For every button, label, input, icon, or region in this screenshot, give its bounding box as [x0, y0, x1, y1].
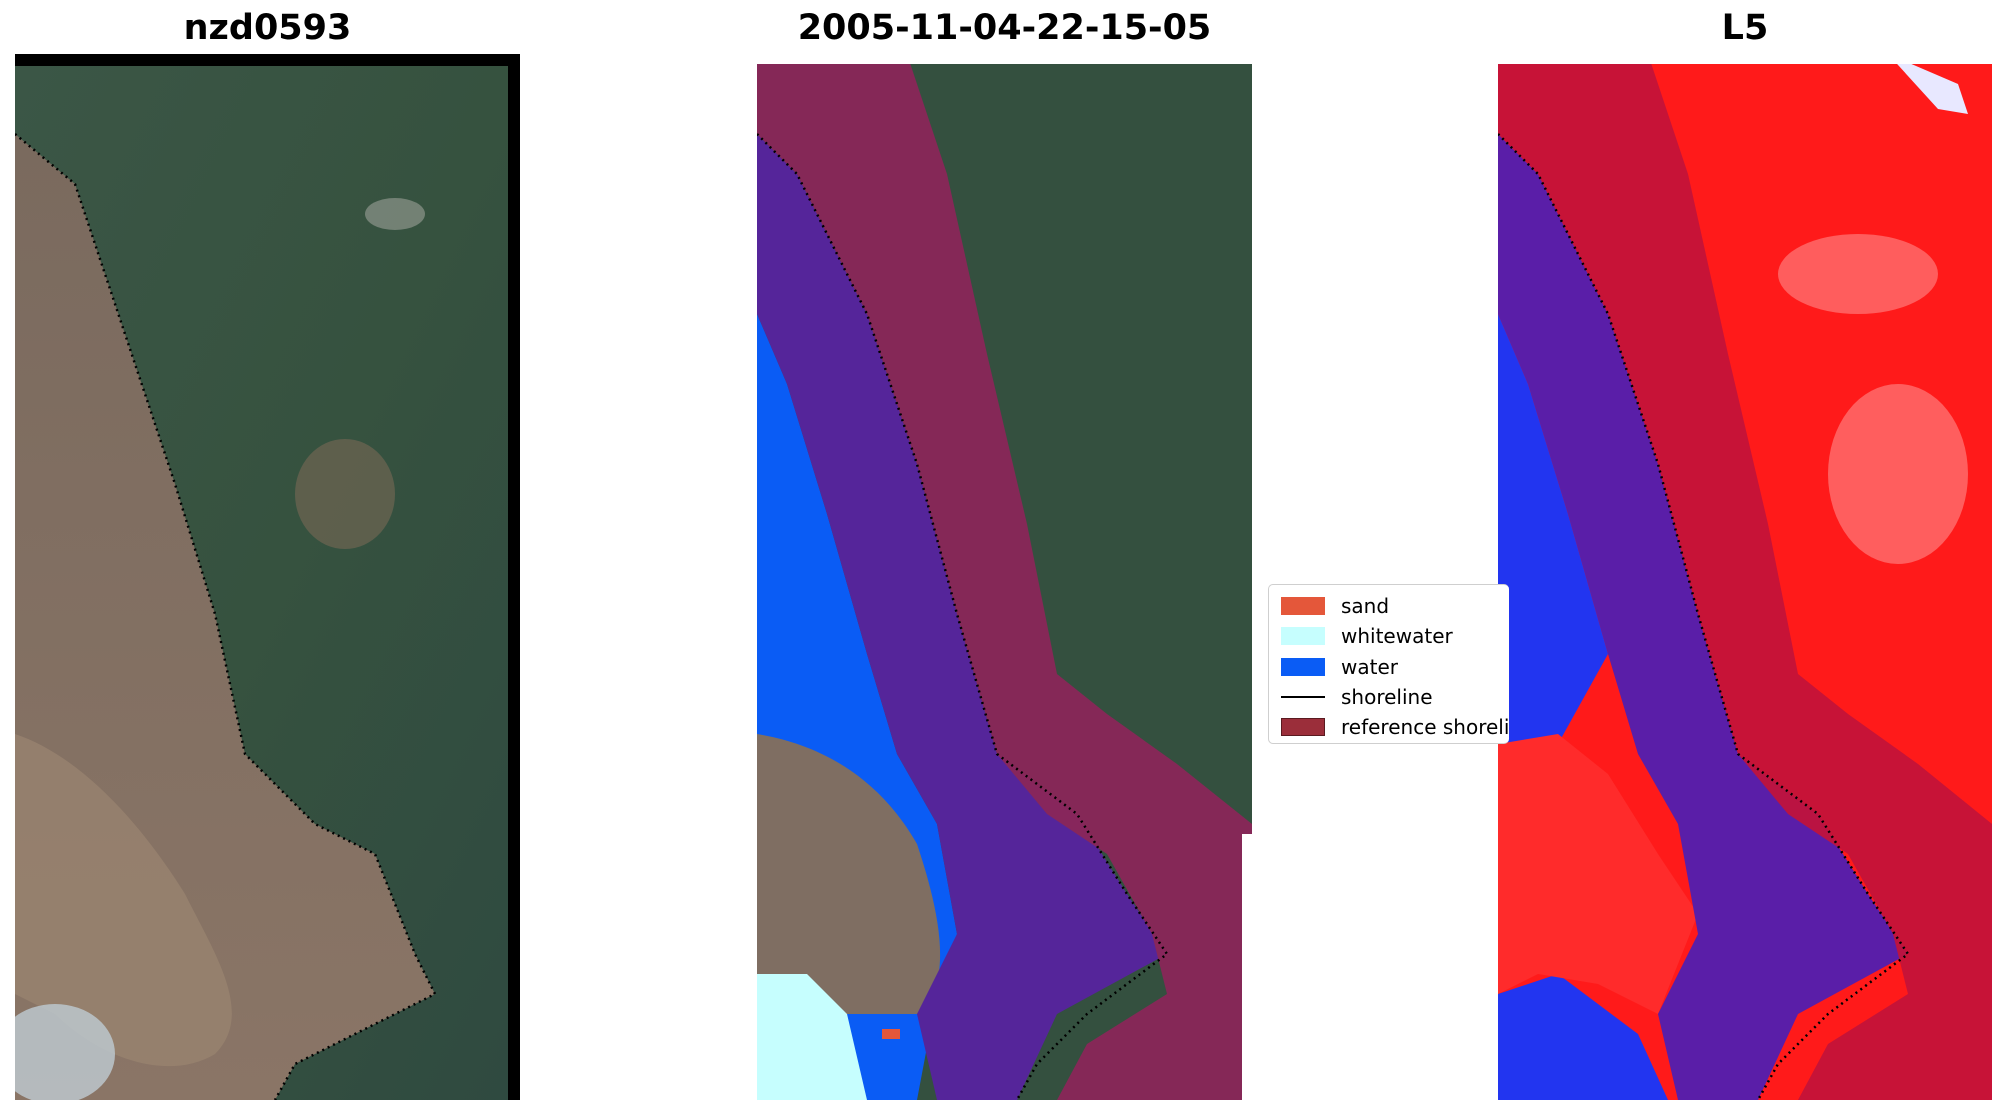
water-buffer-overlap [757, 134, 1167, 1100]
sand-region [882, 1029, 900, 1039]
panel-title-index: L5 [1721, 8, 1769, 48]
legend-item-whitewater: whitewater [1281, 623, 1453, 649]
classified-image-panel [757, 54, 1252, 1100]
reference-shoreline-swatch [1281, 718, 1325, 736]
shoreline-line [15, 133, 437, 1100]
panel-title-classified: 2005-11-04-22-15-05 [797, 8, 1212, 48]
whitewater-region [757, 974, 867, 1100]
whitewater-swatch [1281, 627, 1325, 645]
legend-item-reference-shoreline: reference shoreline buffer [1281, 714, 1509, 740]
sand-swatch [1281, 597, 1325, 615]
legend-label: whitewater [1341, 624, 1453, 648]
legend-label: sand [1341, 594, 1390, 618]
shoreline-line [757, 133, 1169, 1100]
reference-shoreline-buffer [757, 54, 1252, 1100]
water-swatch [1281, 658, 1325, 676]
shoreline-line [1498, 133, 1910, 1100]
panel-title-rgb: nzd0593 [183, 8, 352, 48]
shoreline-swatch [1281, 696, 1325, 698]
classified-image [757, 54, 1252, 1100]
index-image [1498, 54, 1992, 1100]
legend-item-sand: sand [1281, 593, 1389, 619]
legend: sand whitewater water shoreline referenc… [1268, 584, 1509, 744]
rgb-satellite-image [15, 54, 520, 1100]
legend-label: reference shoreline buffer [1341, 715, 1509, 739]
legend-label: water [1341, 655, 1398, 679]
legend-label: shoreline [1341, 685, 1433, 709]
index-image-panel [1498, 54, 1992, 1100]
legend-item-water: water [1281, 654, 1398, 680]
rgb-image-panel [15, 54, 520, 1100]
legend-item-shoreline: shoreline [1281, 684, 1433, 710]
